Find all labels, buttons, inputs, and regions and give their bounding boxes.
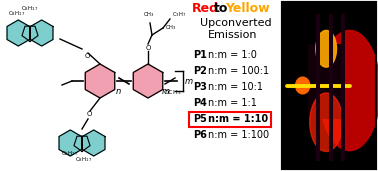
Text: O: O xyxy=(86,111,92,117)
Bar xyxy=(308,44,344,119)
Text: P3: P3 xyxy=(193,82,207,92)
Text: to: to xyxy=(214,3,228,16)
Bar xyxy=(341,14,345,161)
Text: n:m = 100:1: n:m = 100:1 xyxy=(208,66,269,76)
Text: P5: P5 xyxy=(193,114,207,124)
Text: n:m = 1:100: n:m = 1:100 xyxy=(208,130,269,140)
Polygon shape xyxy=(74,136,90,152)
Text: n: n xyxy=(115,87,121,95)
Text: Upconverted: Upconverted xyxy=(200,18,272,28)
Polygon shape xyxy=(133,64,163,98)
Ellipse shape xyxy=(310,93,342,152)
Text: Red: Red xyxy=(192,3,219,16)
Text: $\mathregular{C_8H_{17}}$: $\mathregular{C_8H_{17}}$ xyxy=(8,9,26,18)
Text: n:m = 1:10: n:m = 1:10 xyxy=(208,114,268,124)
Text: $\mathregular{C_8H_{17}}$: $\mathregular{C_8H_{17}}$ xyxy=(61,149,79,158)
Ellipse shape xyxy=(319,30,378,151)
Polygon shape xyxy=(85,64,115,98)
Text: n:m = 1:0: n:m = 1:0 xyxy=(208,50,257,60)
Text: P2: P2 xyxy=(193,66,207,76)
Polygon shape xyxy=(7,20,29,46)
Polygon shape xyxy=(82,130,105,156)
Text: $\mathregular{C_8H_{17}}$: $\mathregular{C_8H_{17}}$ xyxy=(22,4,39,13)
Polygon shape xyxy=(31,20,53,46)
Text: O: O xyxy=(145,45,151,51)
Text: $\mathregular{C_8H_{17}}$: $\mathregular{C_8H_{17}}$ xyxy=(75,155,93,164)
Ellipse shape xyxy=(296,77,310,94)
Text: Emission: Emission xyxy=(208,30,257,40)
Bar xyxy=(316,14,320,161)
Text: m: m xyxy=(162,87,170,95)
Text: $\mathregular{CH_3}$: $\mathregular{CH_3}$ xyxy=(143,10,155,19)
Bar xyxy=(282,2,376,169)
Polygon shape xyxy=(59,130,82,156)
Bar xyxy=(189,111,271,127)
Text: P6: P6 xyxy=(193,130,207,140)
Bar xyxy=(329,14,333,161)
Text: m: m xyxy=(185,76,193,86)
Text: P4: P4 xyxy=(193,98,207,108)
Bar xyxy=(282,2,376,169)
Polygon shape xyxy=(22,26,38,41)
Text: O: O xyxy=(84,53,90,59)
Ellipse shape xyxy=(316,30,336,67)
Text: Yellow: Yellow xyxy=(225,3,270,16)
Text: n:m = 10:1: n:m = 10:1 xyxy=(208,82,263,92)
Text: $\mathregular{C_3H_7}$: $\mathregular{C_3H_7}$ xyxy=(172,11,186,19)
Text: P1: P1 xyxy=(193,50,207,60)
Text: n:m = 1:1: n:m = 1:1 xyxy=(208,98,257,108)
Text: $\mathregular{CH_3}$: $\mathregular{CH_3}$ xyxy=(165,24,177,32)
Text: $\mathregular{OCH_3}$: $\mathregular{OCH_3}$ xyxy=(163,89,181,97)
